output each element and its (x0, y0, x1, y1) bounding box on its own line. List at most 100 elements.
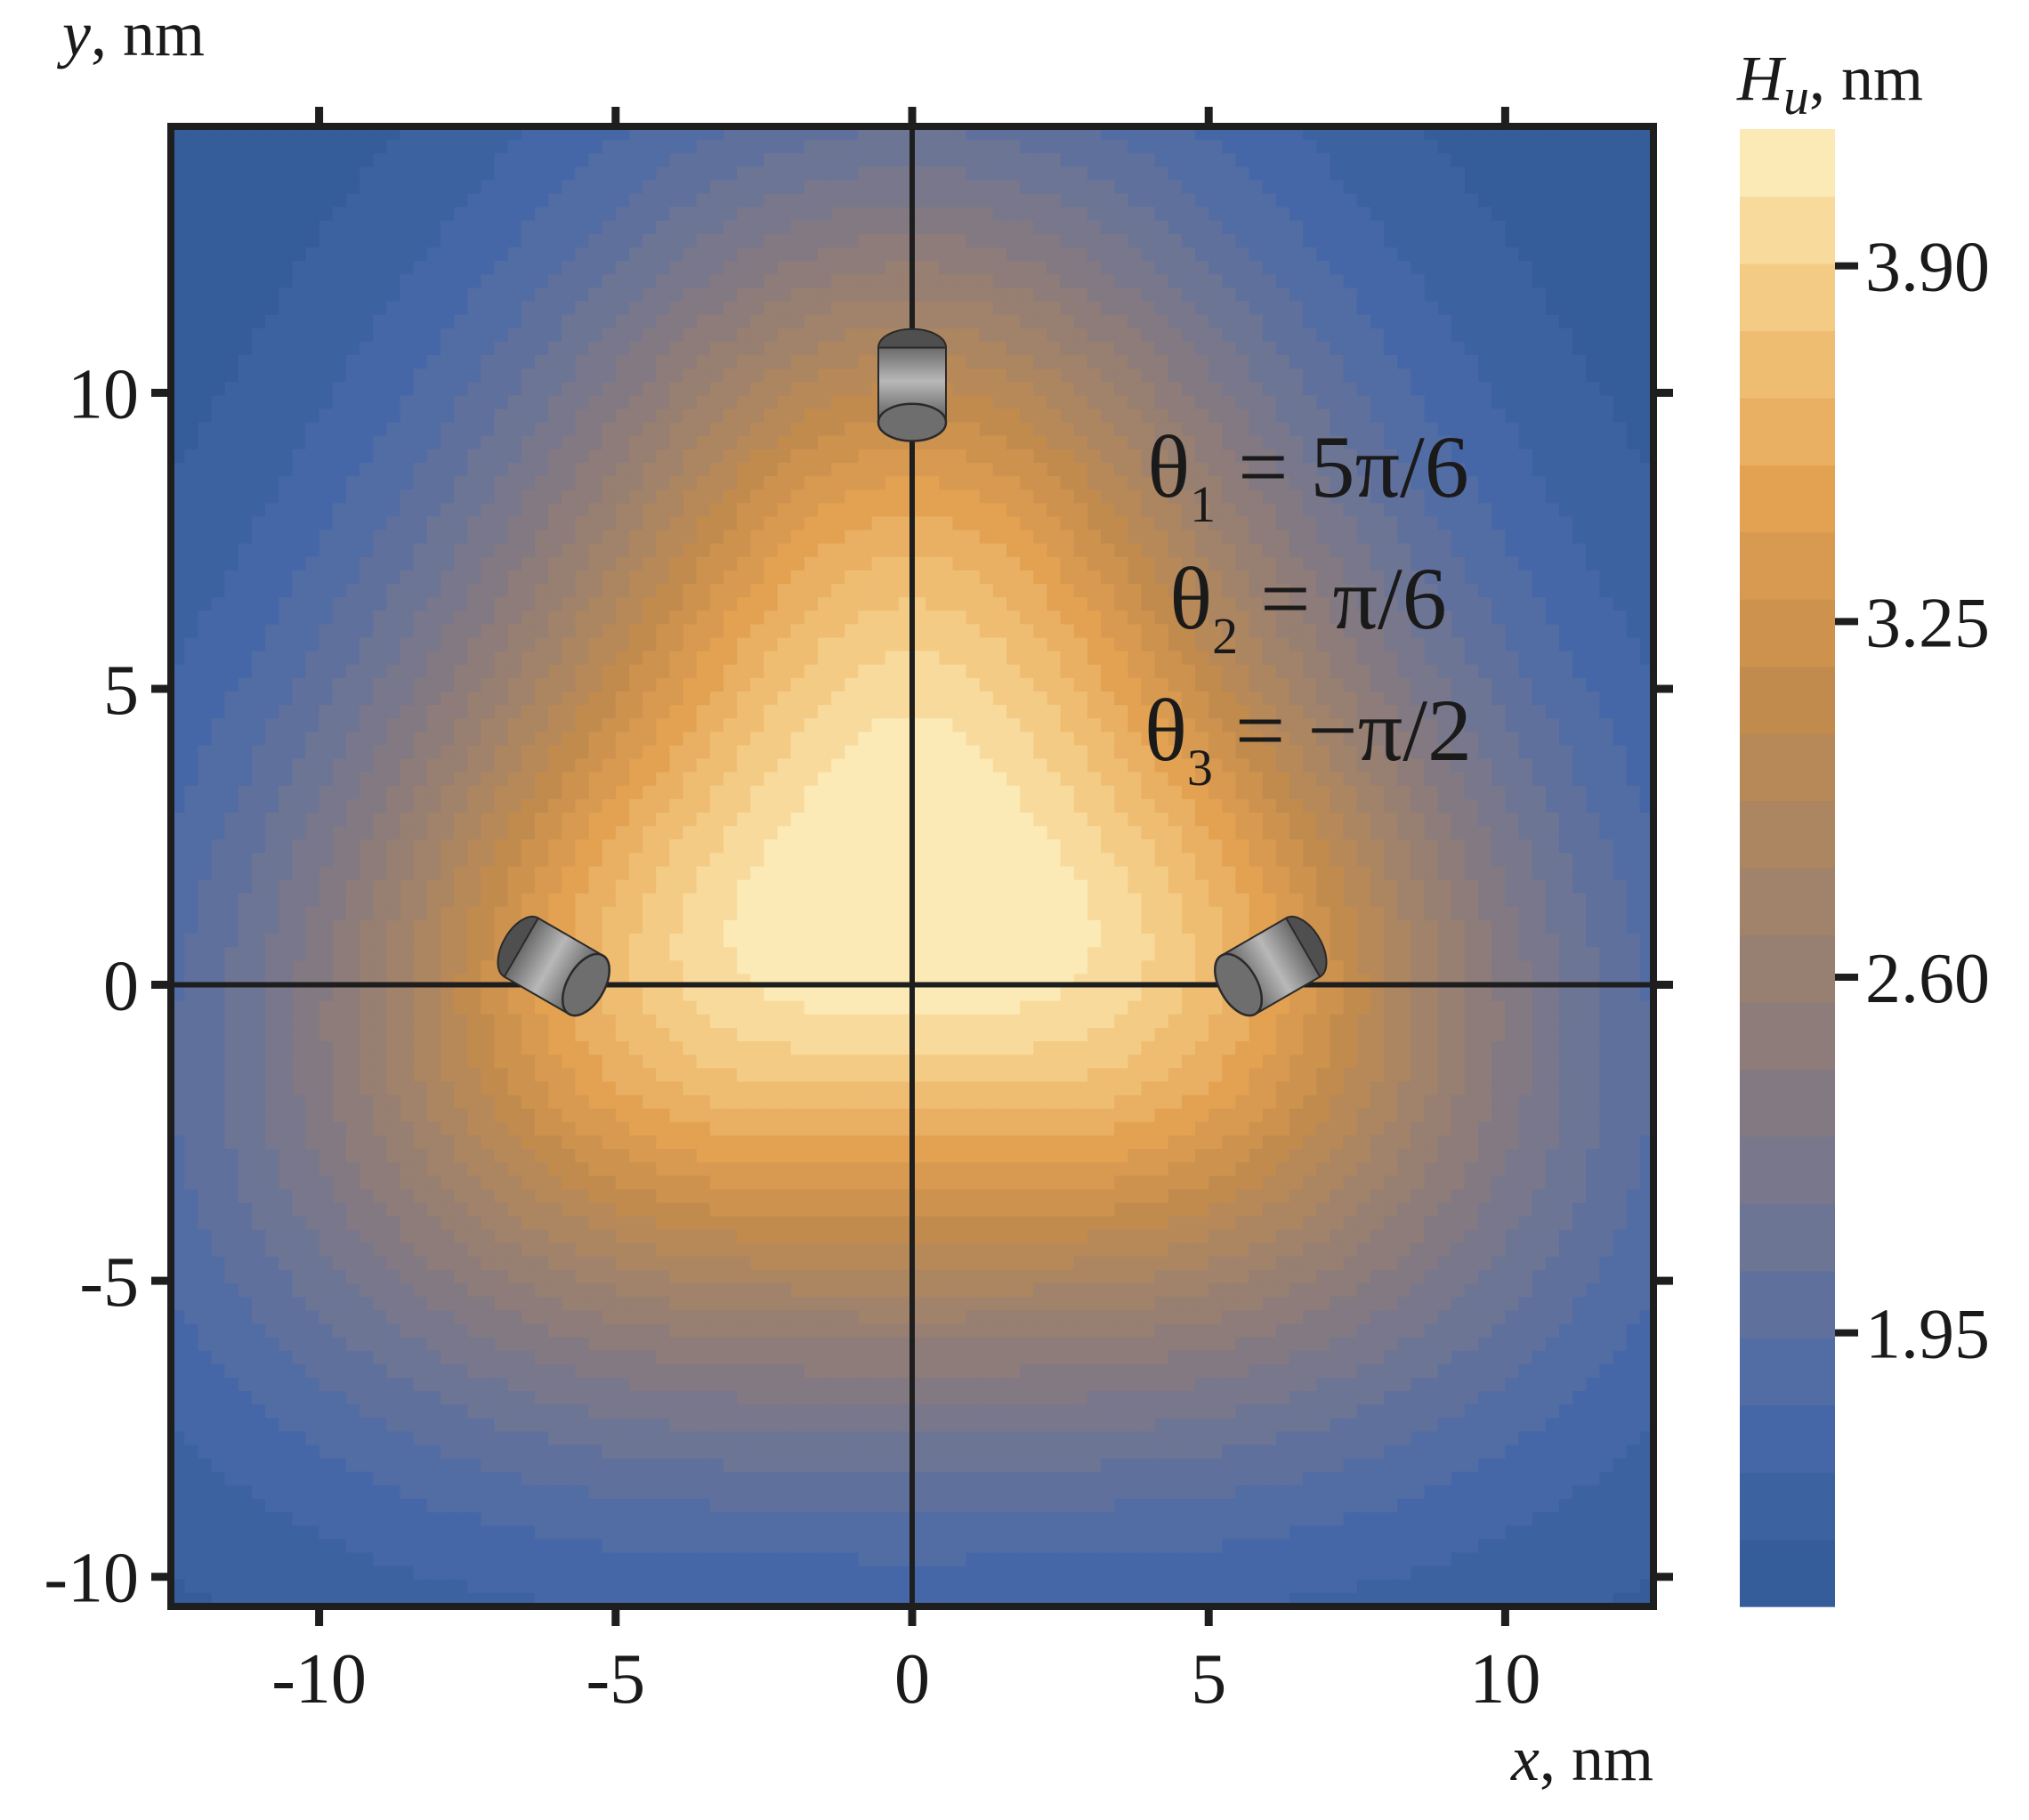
contour-cell (360, 449, 374, 464)
contour-cell (952, 180, 967, 195)
contour-cell (454, 503, 468, 518)
contour-cell (871, 166, 886, 182)
contour-cell (521, 691, 536, 706)
contour-cell (386, 301, 401, 316)
contour-cell (413, 314, 428, 329)
contour-cell (1101, 247, 1115, 262)
contour-cell (548, 395, 562, 410)
contour-cell (184, 732, 198, 747)
contour-cell (1330, 637, 1345, 652)
contour-cell (1518, 503, 1533, 518)
contour-cell (1572, 435, 1587, 450)
contour-cell (669, 274, 684, 289)
contour-cell (332, 355, 347, 369)
contour-cell (952, 611, 967, 625)
contour-cell (1532, 166, 1547, 182)
contour-cell (360, 368, 374, 383)
contour-cell (548, 166, 562, 182)
contour-cell (817, 166, 832, 182)
contour-cell (1343, 489, 1358, 504)
contour-cell (548, 705, 562, 719)
contour-cell (562, 677, 576, 692)
contour-cell (481, 489, 496, 504)
contour-cell (507, 206, 522, 222)
contour-cell (777, 180, 792, 195)
contour-cell (709, 328, 724, 343)
contour-cell (777, 664, 792, 679)
contour-cell (1047, 543, 1062, 558)
contour-cell (1235, 395, 1250, 410)
contour-cell (319, 220, 334, 235)
contour-cell (804, 476, 819, 490)
contour-cell (1303, 530, 1317, 545)
contour-cell (709, 408, 724, 424)
contour-cell (1558, 193, 1573, 208)
contour-cell (251, 664, 266, 679)
contour-cell (912, 691, 926, 706)
contour-cell (790, 140, 805, 154)
contour-cell (1033, 206, 1048, 222)
contour-cell (777, 651, 792, 666)
contour-cell (1626, 489, 1641, 504)
contour-cell (1020, 503, 1034, 518)
contour-cell (1073, 261, 1088, 275)
contour-cell (454, 422, 468, 437)
contour-cell (1101, 516, 1115, 531)
contour-cell (1505, 287, 1520, 303)
contour-cell (332, 435, 347, 450)
contour-cell (1235, 516, 1250, 531)
contour-cell (534, 341, 549, 356)
contour-cell (777, 637, 792, 652)
contour-cell (871, 489, 886, 504)
contour-cell (912, 570, 926, 585)
contour-cell (1384, 193, 1398, 208)
contour-cell (481, 368, 496, 383)
contour-cell (1073, 543, 1088, 558)
contour-cell (224, 705, 239, 719)
contour-cell (1451, 382, 1466, 396)
contour-cell (1491, 570, 1506, 585)
contour-cell (602, 193, 617, 208)
contour-cell (1101, 382, 1115, 396)
contour-cell (1209, 530, 1223, 545)
contour-cell (1073, 489, 1088, 504)
contour-cell (494, 732, 509, 747)
contour-cell (319, 584, 334, 598)
contour-cell (1613, 153, 1628, 167)
contour-cell (238, 166, 253, 182)
contour-cell (521, 516, 536, 531)
contour-cell (939, 691, 954, 706)
contour-cell (1020, 462, 1034, 477)
contour-cell (817, 489, 832, 504)
contour-cell (251, 153, 266, 167)
contour-cell (723, 503, 738, 518)
contour-cell (1181, 422, 1196, 437)
contour-cell (643, 287, 657, 303)
contour-cell (1235, 341, 1250, 356)
contour-cell (345, 153, 360, 167)
contour-cell (628, 691, 643, 706)
contour-cell (1518, 705, 1533, 719)
contour-cell (440, 395, 455, 410)
contour-cell (628, 166, 643, 182)
contour-cell (1411, 408, 1426, 424)
contour-cell (790, 732, 805, 747)
contour-cell (979, 206, 994, 222)
contour-cell (750, 408, 764, 424)
contour-cell (440, 718, 455, 732)
contour-cell (885, 677, 900, 692)
contour-cell (1424, 247, 1439, 262)
contour-cell (548, 274, 562, 289)
contour-cell (319, 328, 334, 343)
contour-cell (1437, 193, 1452, 208)
contour-cell (1572, 705, 1587, 719)
contour-cell (1437, 382, 1452, 396)
contour-cell (251, 422, 266, 437)
contour-cell (1289, 503, 1304, 518)
contour-cell (1033, 624, 1048, 639)
contour-cell (319, 530, 334, 545)
contour-cell (926, 206, 940, 222)
contour-cell (413, 449, 428, 464)
contour-cell (426, 274, 441, 289)
contour-cell (709, 691, 724, 706)
